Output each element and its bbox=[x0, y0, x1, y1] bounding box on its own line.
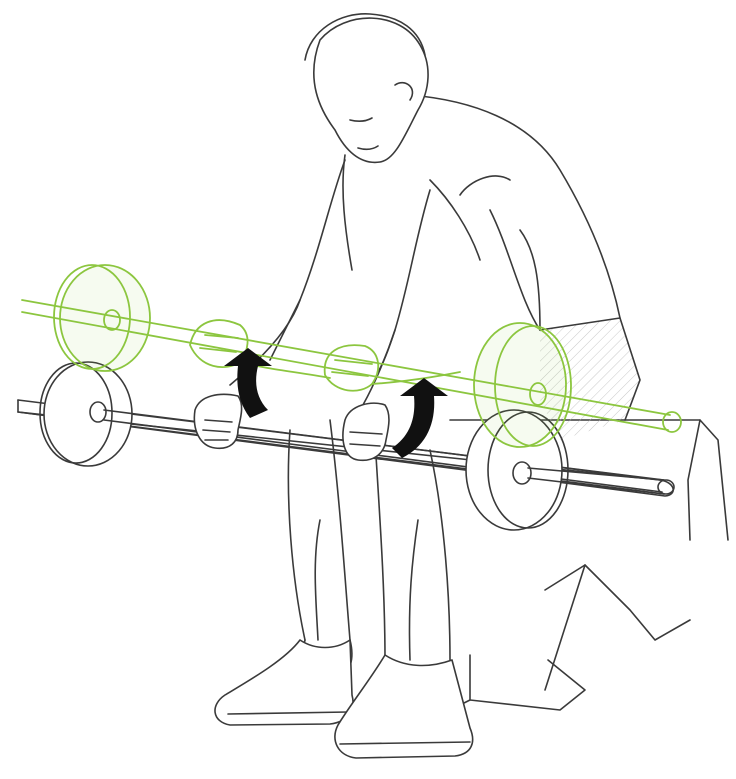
torso bbox=[342, 94, 621, 331]
green-right-weight-plate bbox=[473, 322, 567, 448]
legs bbox=[287, 419, 451, 681]
shorts bbox=[539, 317, 641, 440]
arms bbox=[229, 159, 431, 411]
left-weight-plate bbox=[43, 361, 133, 467]
shoes bbox=[214, 639, 474, 759]
curved-up-arrow-icon bbox=[392, 378, 448, 458]
curved-up-arrow-icon bbox=[224, 348, 272, 418]
barbell-end-position bbox=[21, 264, 682, 448]
hands-start-position bbox=[193, 393, 390, 462]
head bbox=[304, 13, 429, 164]
